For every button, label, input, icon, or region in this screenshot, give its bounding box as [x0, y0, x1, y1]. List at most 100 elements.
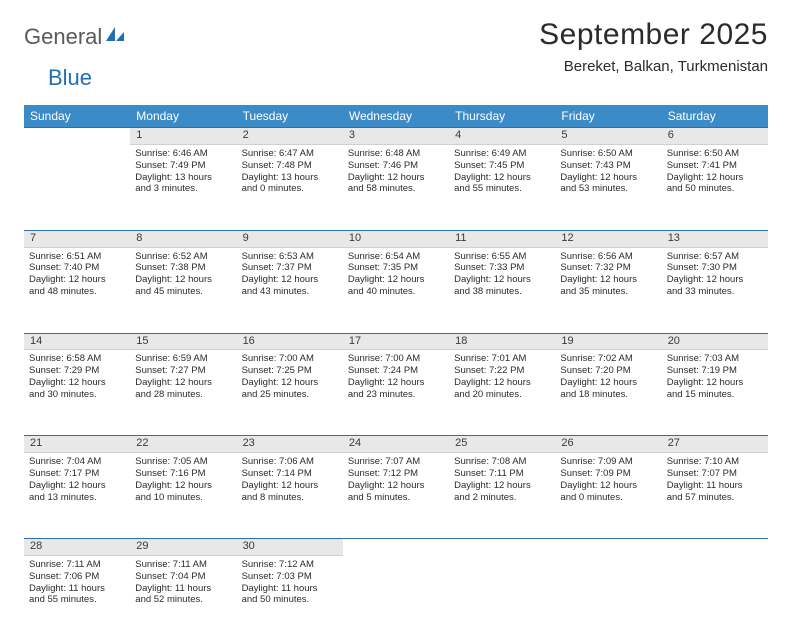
day-cell — [24, 144, 130, 230]
sunset-text: Sunset: 7:30 PM — [667, 262, 763, 274]
sunset-text: Sunset: 7:12 PM — [348, 468, 444, 480]
day-cell: Sunrise: 7:09 AMSunset: 7:09 PMDaylight:… — [555, 453, 661, 539]
sunset-text: Sunset: 7:35 PM — [348, 262, 444, 274]
day1-text: Daylight: 12 hours — [29, 274, 125, 286]
day1-text: Daylight: 13 hours — [135, 172, 231, 184]
sunset-text: Sunset: 7:48 PM — [242, 160, 338, 172]
day-number-cell: 9 — [237, 230, 343, 247]
day1-text: Daylight: 12 hours — [242, 377, 338, 389]
day-number-cell: 29 — [130, 539, 236, 556]
day1-text: Daylight: 12 hours — [560, 377, 656, 389]
day-header: Sunday — [24, 105, 130, 128]
day-cell: Sunrise: 6:59 AMSunset: 7:27 PMDaylight:… — [130, 350, 236, 436]
day-number-cell: 24 — [343, 436, 449, 453]
day2-text: and 2 minutes. — [454, 492, 550, 504]
sunrise-text: Sunrise: 7:11 AM — [29, 559, 125, 571]
day-number-cell: 16 — [237, 333, 343, 350]
day-cell: Sunrise: 7:02 AMSunset: 7:20 PMDaylight:… — [555, 350, 661, 436]
sunrise-text: Sunrise: 6:51 AM — [29, 251, 125, 263]
content-row: Sunrise: 6:58 AMSunset: 7:29 PMDaylight:… — [24, 350, 768, 436]
day1-text: Daylight: 12 hours — [348, 480, 444, 492]
day-number-cell: 17 — [343, 333, 449, 350]
day2-text: and 48 minutes. — [29, 286, 125, 298]
day2-text: and 13 minutes. — [29, 492, 125, 504]
day-cell: Sunrise: 7:01 AMSunset: 7:22 PMDaylight:… — [449, 350, 555, 436]
sunrise-text: Sunrise: 6:53 AM — [242, 251, 338, 263]
logo-sail-icon — [104, 25, 126, 50]
day-number-cell: 11 — [449, 230, 555, 247]
day-cell — [343, 555, 449, 641]
logo-text-general: General — [24, 24, 102, 50]
sunset-text: Sunset: 7:46 PM — [348, 160, 444, 172]
day-header-row: Sunday Monday Tuesday Wednesday Thursday… — [24, 105, 768, 128]
day1-text: Daylight: 11 hours — [242, 583, 338, 595]
day-header: Tuesday — [237, 105, 343, 128]
day-cell: Sunrise: 7:00 AMSunset: 7:25 PMDaylight:… — [237, 350, 343, 436]
day1-text: Daylight: 13 hours — [242, 172, 338, 184]
sunset-text: Sunset: 7:19 PM — [667, 365, 763, 377]
sunset-text: Sunset: 7:27 PM — [135, 365, 231, 377]
day-cell: Sunrise: 7:12 AMSunset: 7:03 PMDaylight:… — [237, 555, 343, 641]
day-cell: Sunrise: 7:04 AMSunset: 7:17 PMDaylight:… — [24, 453, 130, 539]
sunrise-text: Sunrise: 7:11 AM — [135, 559, 231, 571]
day-cell: Sunrise: 7:07 AMSunset: 7:12 PMDaylight:… — [343, 453, 449, 539]
day-number-cell: 12 — [555, 230, 661, 247]
sunrise-text: Sunrise: 6:56 AM — [560, 251, 656, 263]
daynum-row: 21222324252627 — [24, 436, 768, 453]
sunrise-text: Sunrise: 7:07 AM — [348, 456, 444, 468]
day-cell: Sunrise: 6:52 AMSunset: 7:38 PMDaylight:… — [130, 247, 236, 333]
calendar-table: Sunday Monday Tuesday Wednesday Thursday… — [24, 105, 768, 641]
sunrise-text: Sunrise: 6:50 AM — [667, 148, 763, 160]
day-number-cell — [662, 539, 768, 556]
day-number-cell: 30 — [237, 539, 343, 556]
day-number-cell: 10 — [343, 230, 449, 247]
day-number-cell: 15 — [130, 333, 236, 350]
day-number-cell: 21 — [24, 436, 130, 453]
sunrise-text: Sunrise: 6:50 AM — [560, 148, 656, 160]
day1-text: Daylight: 12 hours — [454, 274, 550, 286]
day1-text: Daylight: 12 hours — [29, 377, 125, 389]
day2-text: and 38 minutes. — [454, 286, 550, 298]
sunset-text: Sunset: 7:49 PM — [135, 160, 231, 172]
day1-text: Daylight: 12 hours — [454, 480, 550, 492]
day-header: Wednesday — [343, 105, 449, 128]
sunrise-text: Sunrise: 7:00 AM — [348, 353, 444, 365]
sunrise-text: Sunrise: 7:01 AM — [454, 353, 550, 365]
day-number-cell: 4 — [449, 128, 555, 145]
day2-text: and 0 minutes. — [560, 492, 656, 504]
day-cell: Sunrise: 7:10 AMSunset: 7:07 PMDaylight:… — [662, 453, 768, 539]
day1-text: Daylight: 11 hours — [29, 583, 125, 595]
day-number-cell: 6 — [662, 128, 768, 145]
sunset-text: Sunset: 7:24 PM — [348, 365, 444, 377]
sunset-text: Sunset: 7:11 PM — [454, 468, 550, 480]
day2-text: and 55 minutes. — [454, 183, 550, 195]
sunset-text: Sunset: 7:03 PM — [242, 571, 338, 583]
sunset-text: Sunset: 7:06 PM — [29, 571, 125, 583]
sunrise-text: Sunrise: 7:00 AM — [242, 353, 338, 365]
day2-text: and 0 minutes. — [242, 183, 338, 195]
day-cell: Sunrise: 7:00 AMSunset: 7:24 PMDaylight:… — [343, 350, 449, 436]
day-header: Monday — [130, 105, 236, 128]
day-cell: Sunrise: 6:50 AMSunset: 7:43 PMDaylight:… — [555, 144, 661, 230]
day-cell: Sunrise: 6:54 AMSunset: 7:35 PMDaylight:… — [343, 247, 449, 333]
day-number-cell: 18 — [449, 333, 555, 350]
day1-text: Daylight: 11 hours — [667, 480, 763, 492]
day-cell: Sunrise: 7:03 AMSunset: 7:19 PMDaylight:… — [662, 350, 768, 436]
day-cell: Sunrise: 7:08 AMSunset: 7:11 PMDaylight:… — [449, 453, 555, 539]
day-cell: Sunrise: 7:05 AMSunset: 7:16 PMDaylight:… — [130, 453, 236, 539]
day-cell: Sunrise: 6:47 AMSunset: 7:48 PMDaylight:… — [237, 144, 343, 230]
day2-text: and 18 minutes. — [560, 389, 656, 401]
sunset-text: Sunset: 7:16 PM — [135, 468, 231, 480]
day-cell: Sunrise: 6:46 AMSunset: 7:49 PMDaylight:… — [130, 144, 236, 230]
day1-text: Daylight: 12 hours — [242, 480, 338, 492]
day-number-cell: 8 — [130, 230, 236, 247]
day1-text: Daylight: 12 hours — [348, 172, 444, 184]
sunset-text: Sunset: 7:25 PM — [242, 365, 338, 377]
daynum-row: 123456 — [24, 128, 768, 145]
day-cell: Sunrise: 6:50 AMSunset: 7:41 PMDaylight:… — [662, 144, 768, 230]
day1-text: Daylight: 12 hours — [348, 377, 444, 389]
day2-text: and 8 minutes. — [242, 492, 338, 504]
day-cell: Sunrise: 6:48 AMSunset: 7:46 PMDaylight:… — [343, 144, 449, 230]
day-number-cell: 28 — [24, 539, 130, 556]
day2-text: and 40 minutes. — [348, 286, 444, 298]
